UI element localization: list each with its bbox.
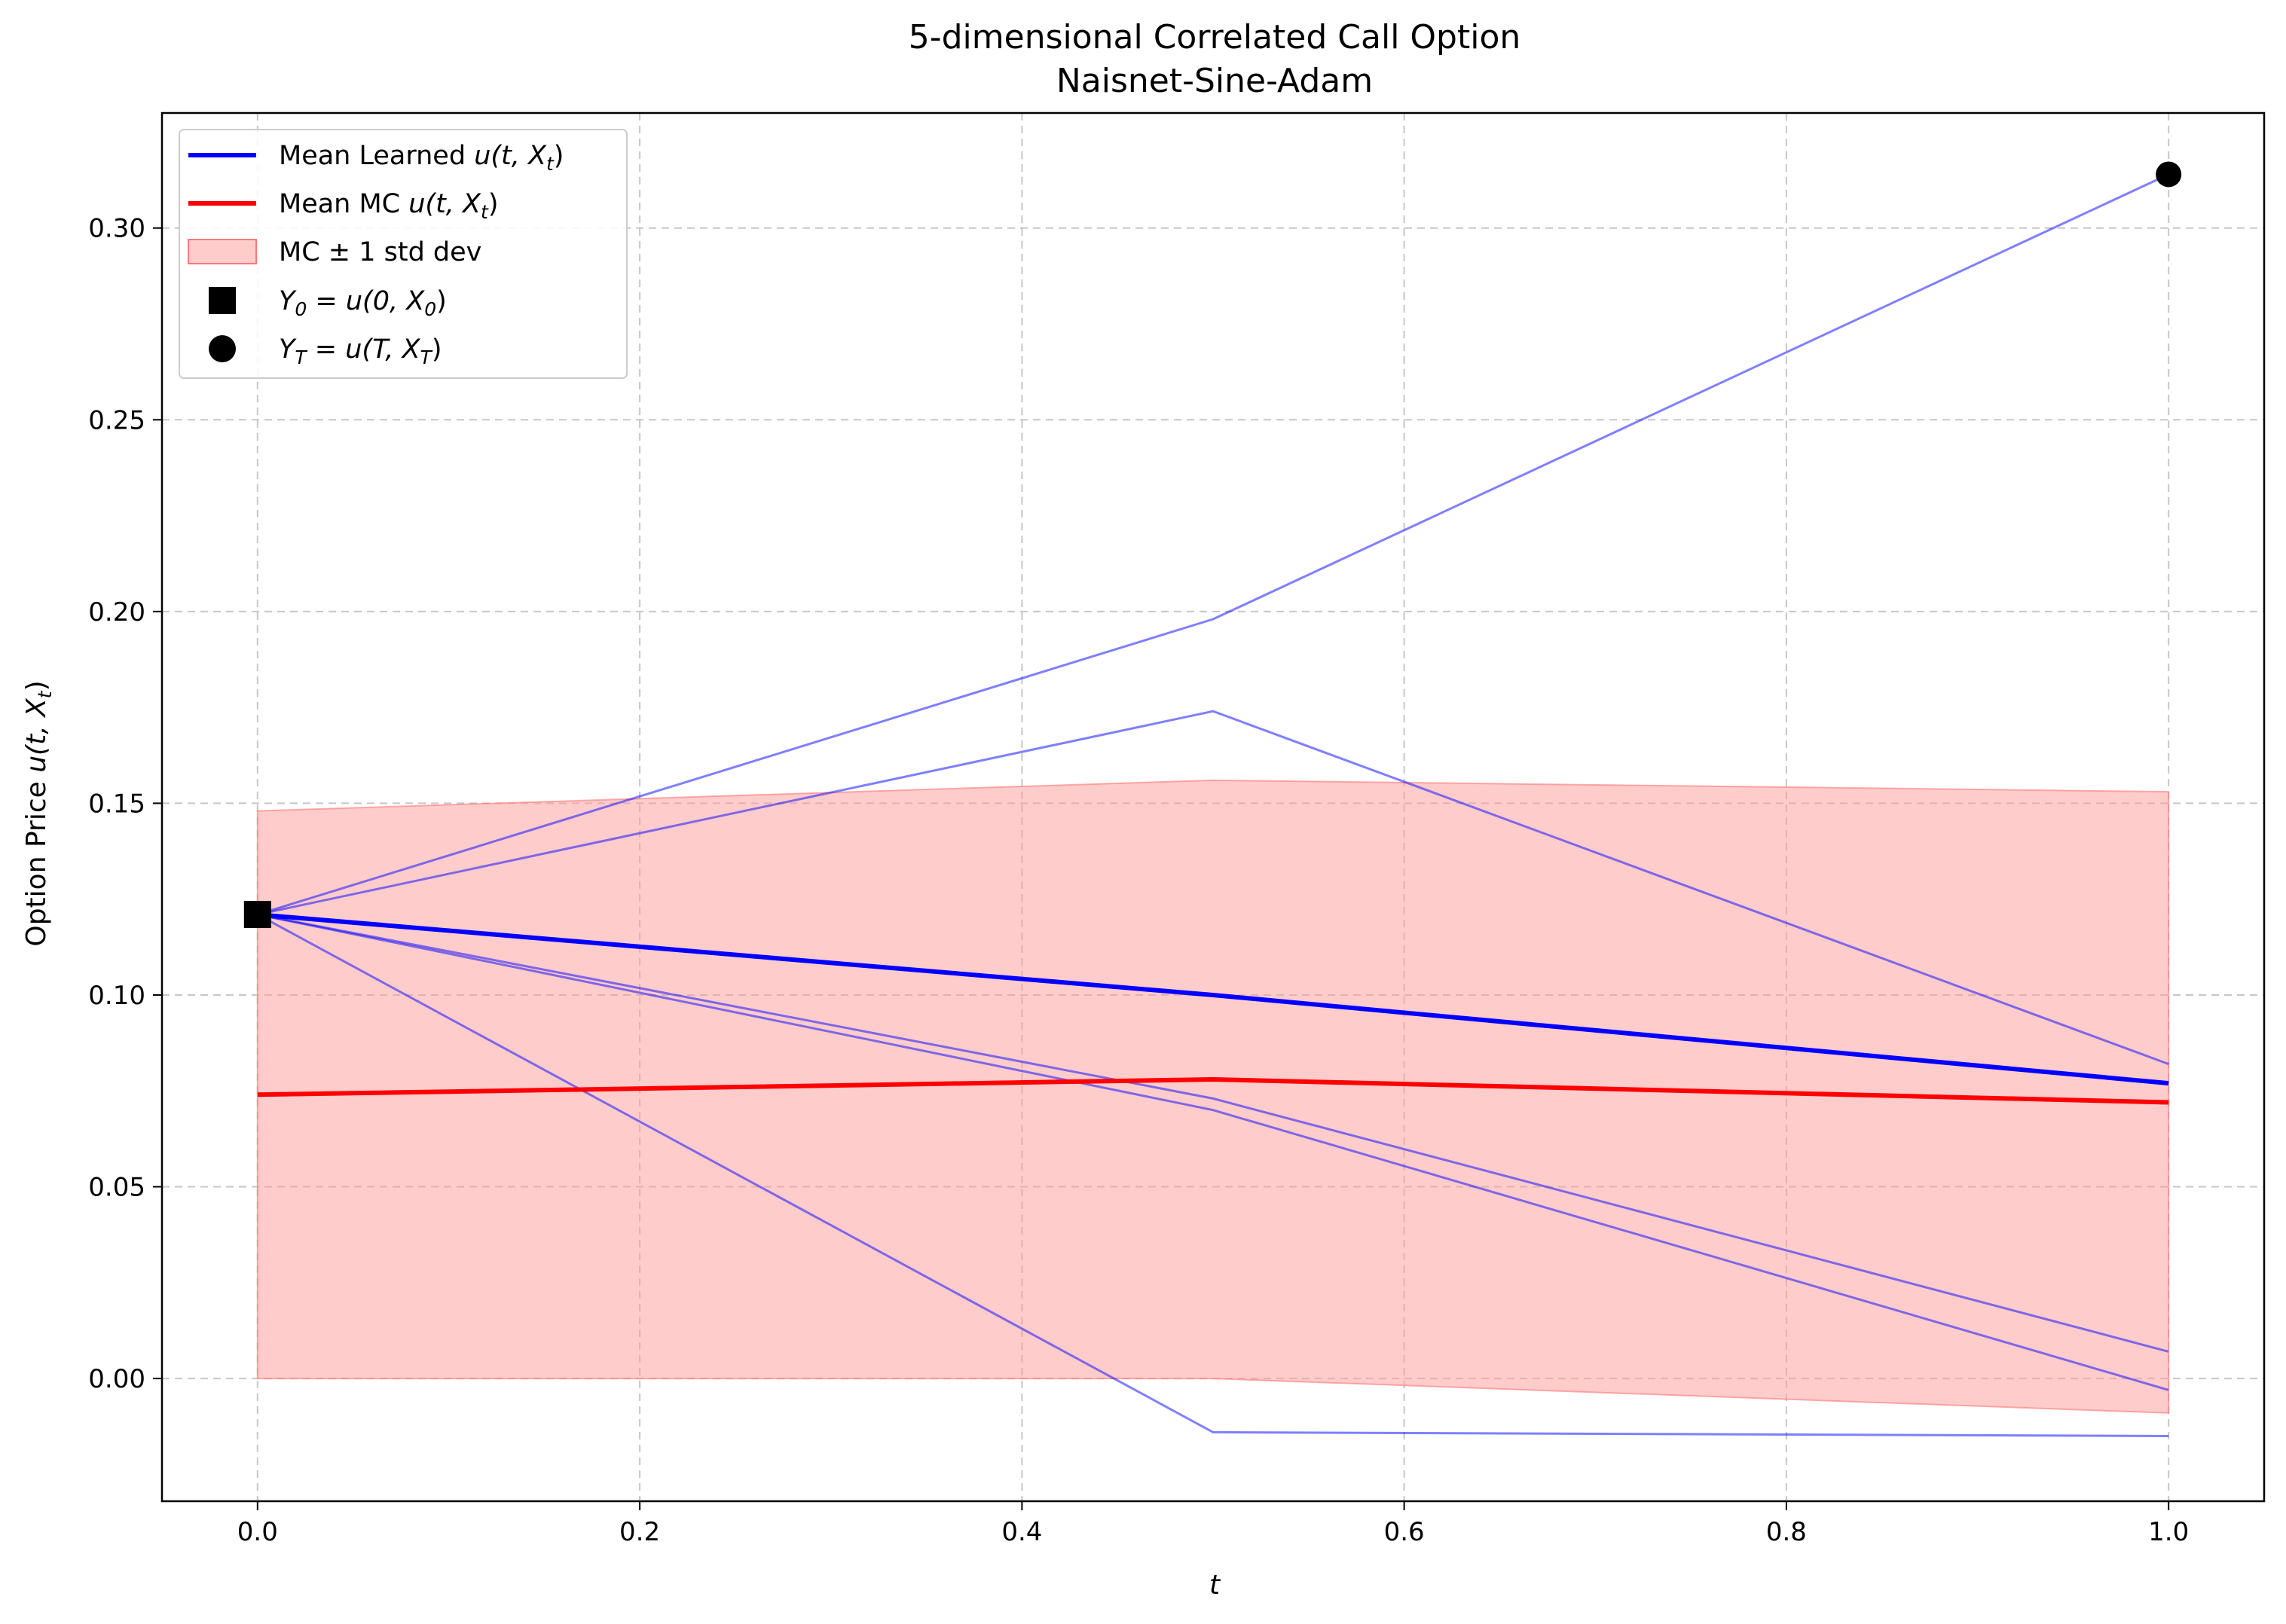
y-tick-label: 0.10 bbox=[88, 981, 145, 1011]
y-tick-label: 0.30 bbox=[88, 214, 145, 244]
x-tick-label: 0.2 bbox=[619, 1517, 660, 1547]
legend-entry-mean-learned: Mean Learned u(t, Xt) bbox=[279, 141, 564, 175]
y-axis-label-text: Option Price bbox=[21, 773, 52, 947]
legend-entry-y0: Y0 = u(0, X0) bbox=[279, 286, 447, 320]
legend-swatch-mc-band bbox=[188, 239, 257, 264]
legend-entry-yT: YT = u(T, XT) bbox=[279, 334, 442, 368]
chart-title: 5-dimensional Correlated Call Option bbox=[909, 18, 1521, 56]
y-tick-label: 0.05 bbox=[88, 1173, 145, 1203]
y-axis-label-sub: t bbox=[34, 690, 56, 698]
y-axis-label: Option Price u(t, Xt) bbox=[21, 680, 56, 946]
x-tick-label: 0.0 bbox=[237, 1517, 278, 1547]
sample-path-line bbox=[257, 913, 2169, 1391]
yT-marker bbox=[2156, 161, 2182, 188]
y-axis-label-close: ) bbox=[21, 680, 52, 691]
legend: Mean Learned u(t, Xt) Mean MC u(t, Xt) M… bbox=[179, 129, 628, 379]
plot-area-frame bbox=[160, 111, 2266, 1503]
x-tick-label: 1.0 bbox=[2148, 1517, 2189, 1547]
sample-path-line bbox=[257, 173, 2169, 916]
mean-mc-line bbox=[257, 1076, 2169, 1105]
sample-path-line bbox=[257, 913, 2169, 1353]
x-tick-label: 0.8 bbox=[1766, 1517, 1807, 1547]
legend-swatch-yT-marker bbox=[209, 335, 236, 362]
legend-entry-mc-band: MC ± 1 std dev bbox=[279, 237, 481, 267]
chart-subtitle: Naisnet-Sine-Adam bbox=[1056, 62, 1373, 100]
mean-lines-layer bbox=[257, 912, 2169, 1105]
legend-entry-mean-mc: Mean MC u(t, Xt) bbox=[279, 189, 499, 223]
markers-layer bbox=[243, 161, 2182, 929]
mc-std-band bbox=[256, 779, 2170, 1414]
x-axis-label: t bbox=[1209, 1570, 1221, 1601]
y-tick-label: 0.00 bbox=[88, 1364, 145, 1394]
y-tick-label: 0.20 bbox=[88, 597, 145, 627]
y-tick-label: 0.25 bbox=[88, 405, 145, 435]
mc-std-band-layer bbox=[256, 779, 2170, 1414]
sample-path-line bbox=[257, 710, 2169, 1066]
mean-learned-line bbox=[257, 912, 2169, 1086]
y-axis-label-math: u(t, X bbox=[21, 698, 52, 773]
x-tick-label: 0.4 bbox=[1001, 1517, 1042, 1547]
x-tick-label: 0.6 bbox=[1384, 1517, 1425, 1547]
sample-path-line bbox=[257, 913, 2169, 1437]
sample-paths-layer bbox=[257, 173, 2169, 1437]
y-tick-label: 0.15 bbox=[88, 789, 145, 819]
y0-marker bbox=[243, 901, 271, 929]
legend-swatch-y0-marker bbox=[209, 287, 236, 314]
axis-ticks: 0.0 0.2 0.4 0.6 0.8 1.0 0.00 0.05 0.10 0.15 0.20 0.… bbox=[88, 214, 2189, 1547]
legend-box bbox=[179, 129, 628, 379]
